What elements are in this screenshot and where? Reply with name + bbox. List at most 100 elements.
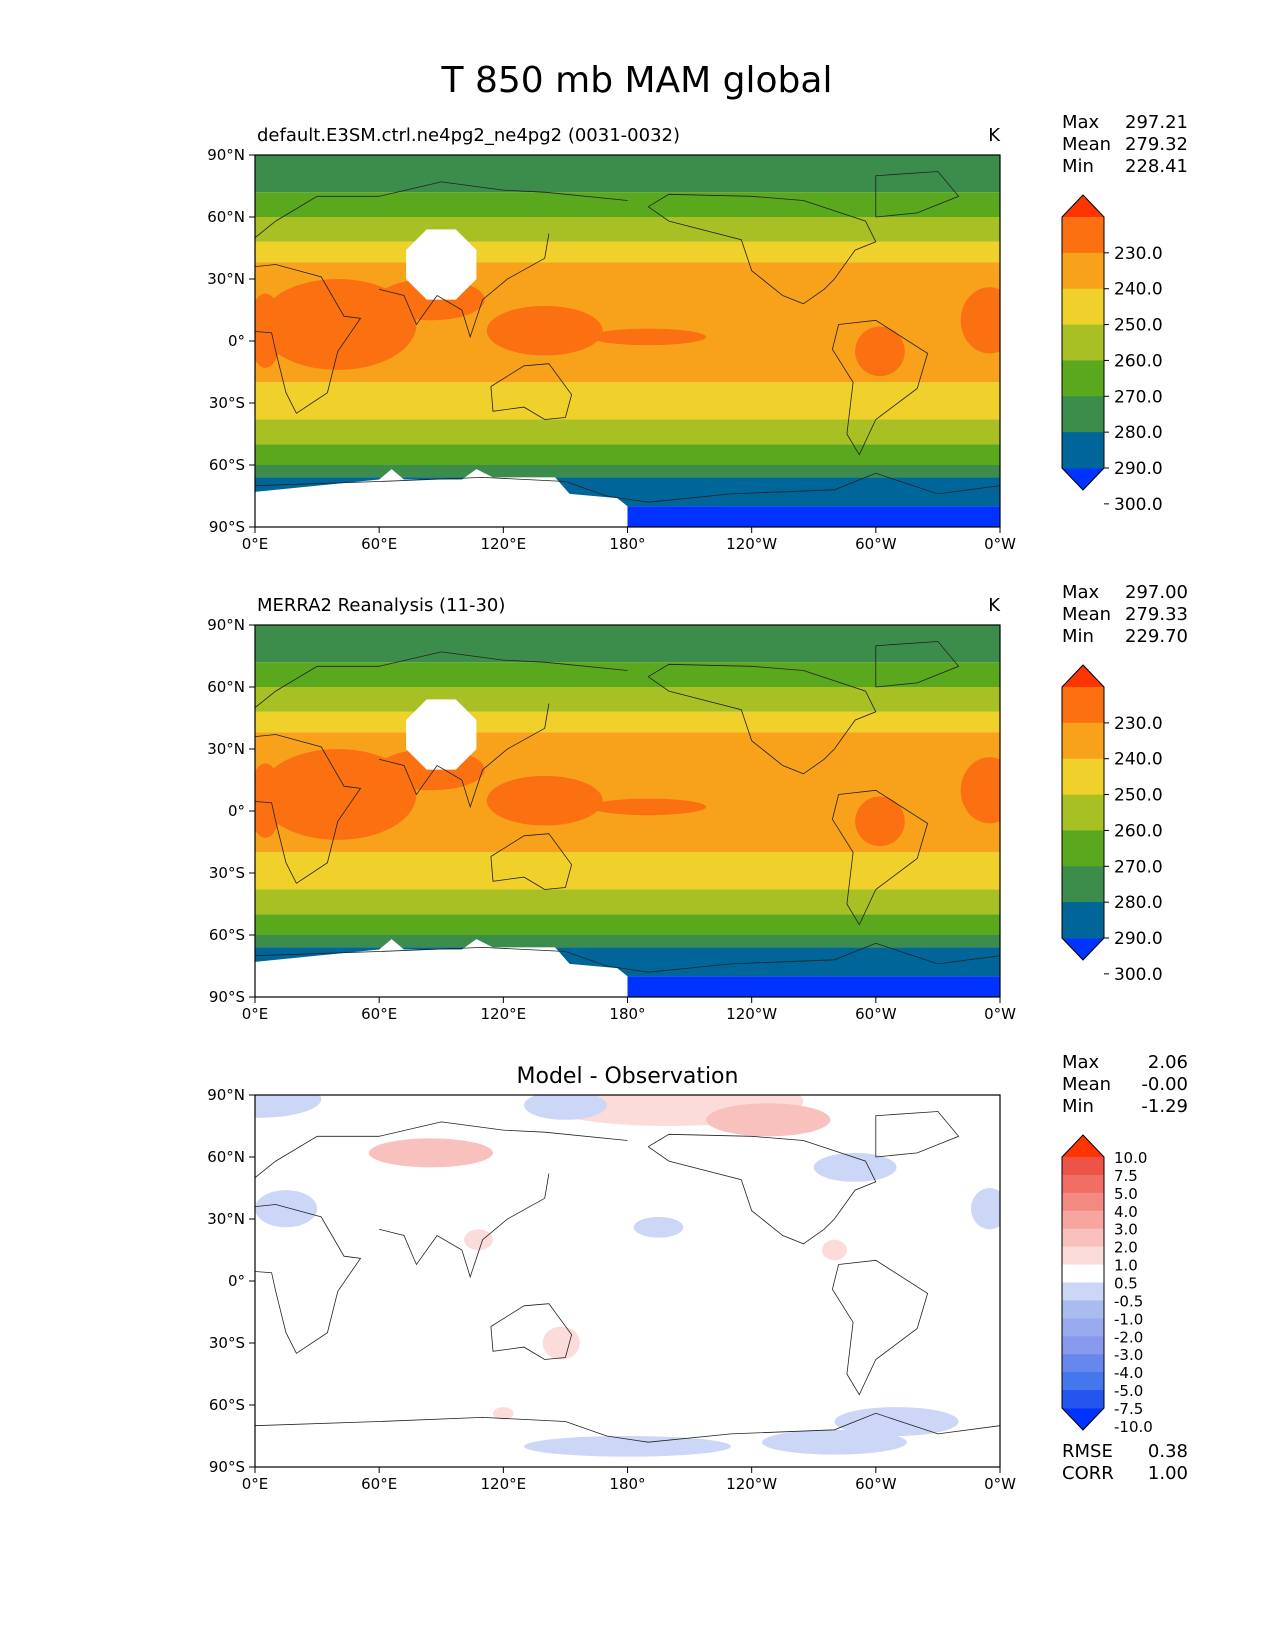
anomaly-patch [834,1407,959,1436]
colorbar-segment [1062,1174,1104,1194]
anomaly-patch [762,1429,907,1455]
coastline [255,651,628,709]
temp-band [255,914,1000,935]
coastline [255,942,1000,973]
stat-value: 229.70 [1125,626,1188,647]
x-tick-label: 0°W [984,1005,1016,1023]
colorbar-segment [1062,1300,1104,1319]
y-tick-label: 30°S [209,394,245,412]
colorbar-segment [1062,722,1104,760]
stat-value: 2.06 [1148,1052,1188,1073]
colorbar-segment [1062,1192,1104,1212]
panel-subtitle: Model - Observation [517,1064,739,1089]
colorbar-label: 230.0 [1114,714,1163,734]
colorbar-label: 270.0 [1114,387,1163,407]
metric-label: RMSE [1062,1441,1113,1462]
x-tick-label: 180° [609,1005,645,1023]
y-tick-label: 60°N [207,208,245,226]
coastline [647,193,877,305]
colorbar-extend-max [1062,195,1104,217]
y-tick-label: 90°N [207,616,245,634]
colorbar-label: 2.0 [1114,1239,1138,1257]
coastline [875,1111,960,1158]
anomaly-patch [255,1095,322,1118]
temp-band [255,444,1000,465]
anomaly-patch [492,1407,514,1420]
warm-region [259,279,417,370]
temp-band [255,625,1000,663]
y-tick-label: 90°S [209,518,245,536]
temp-band [255,217,1000,242]
stat-label: Min [1062,626,1094,647]
stat-value: 228.41 [1125,156,1188,177]
colorbar-label: 7.5 [1114,1167,1138,1185]
y-tick-label: 30°S [209,864,245,882]
panel-subtitle: MERRA2 Reanalysis (11-30) [257,595,505,616]
warm-region [960,287,1000,354]
x-tick-label: 0°E [242,1475,269,1493]
panel-subtitle: default.E3SM.ctrl.ne4pg2_ne4pg2 (0031-00… [257,125,680,146]
colorbar-segment [1062,1157,1104,1176]
colorbar-label: 280.0 [1114,423,1163,443]
colorbar-label: 1.0 [1114,1257,1138,1275]
coastline [490,1303,573,1360]
stat-label: Max [1062,112,1100,133]
colorbar-label: -10.0 [1114,1418,1153,1436]
colorbar-segment [1062,217,1104,254]
panel-units: K [988,125,1001,146]
missing-data-region [255,939,628,997]
stat-value: 279.33 [1125,604,1188,625]
stat-label: Mean [1062,134,1111,155]
y-tick-label: 60°S [209,926,245,944]
metric-value: 1.00 [1148,1463,1188,1484]
colorbar-label: 240.0 [1114,280,1163,300]
colorbar-segment [1062,866,1104,903]
coastline [255,1121,628,1179]
coastline [379,233,550,339]
temp-band [255,711,1000,733]
stat-label: Min [1062,1096,1094,1117]
x-tick-label: 60°W [855,1005,897,1023]
temp-band [255,419,1000,445]
map-field [255,625,1000,997]
y-tick-label: 90°N [207,1086,245,1104]
temp-band [255,382,1000,420]
x-tick-label: 60°E [361,535,397,553]
colorbar-segment [1062,1264,1104,1283]
coastline [875,641,960,688]
y-tick-label: 0° [228,332,245,350]
anomaly-patch [464,1229,493,1250]
temp-band [255,935,1000,948]
coastline [647,1133,877,1245]
x-tick-label: 60°W [855,535,897,553]
x-tick-label: 0°W [984,535,1016,553]
colorbar-segment [1062,1282,1104,1301]
coastline [647,663,877,775]
colorbar-label: 5.0 [1114,1185,1138,1203]
coastline [875,171,960,218]
colorbar-label: -2.0 [1114,1328,1143,1346]
x-tick-label: 180° [609,1475,645,1493]
stat-label: Max [1062,582,1100,603]
colorbar-label: 260.0 [1114,351,1163,371]
colorbar-segment [1062,252,1104,290]
warm-region [590,328,707,346]
colorbar-label: 280.0 [1114,893,1163,913]
x-tick-label: 120°E [481,535,527,553]
colorbar-label: 3.0 [1114,1221,1138,1239]
colorbar-extend-min [1062,938,1104,960]
warm-region [855,796,905,847]
coastline [255,1204,362,1354]
colorbar-segment [1062,396,1104,433]
colorbar-label: -5.0 [1114,1382,1143,1400]
colorbar-label: 300.0 [1114,495,1163,515]
y-tick-label: 60°S [209,456,245,474]
colorbar-segment [1062,794,1104,831]
colorbar-label: 290.0 [1114,459,1163,479]
coastlines [255,641,1000,973]
panel-2: 0°E 60°E 120°E 180° 120°W 60°W 0°W 90°N 60°N 30°N… [207,582,1188,1023]
colorbar-label: -0.5 [1114,1292,1143,1310]
coastline [255,1412,1000,1443]
colorbar-extend-max [1062,665,1104,687]
